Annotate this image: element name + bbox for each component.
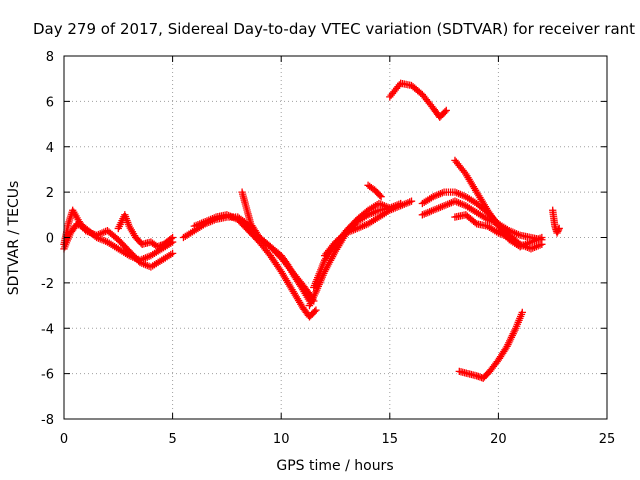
series-track-5 — [190, 211, 320, 321]
data-point — [312, 306, 320, 314]
series-track-15 — [451, 211, 524, 251]
series-track-2 — [60, 220, 177, 264]
y-tick-label: -6 — [41, 368, 54, 383]
y-tick-label: 8 — [46, 50, 54, 65]
x-axis-label: GPS time / hours — [276, 458, 393, 474]
chart-title: Day 279 of 2017, Sidereal Day-to-day VTE… — [33, 20, 635, 38]
series-track-10 — [364, 181, 385, 201]
y-tick-label: -2 — [41, 277, 54, 292]
y-tick-label: 6 — [46, 95, 54, 110]
series-track-3 — [114, 211, 177, 251]
grid-lines — [64, 56, 607, 419]
x-tick-label: 10 — [273, 432, 290, 447]
data-point — [168, 233, 177, 242]
data-point — [538, 233, 546, 242]
x-tick-label: 0 — [60, 432, 68, 447]
series-track-11 — [386, 79, 450, 121]
series-track-16 — [455, 308, 526, 382]
data-point — [555, 224, 563, 233]
data-point — [168, 249, 177, 258]
data-point — [407, 197, 416, 205]
data-point — [518, 308, 526, 317]
data-point — [442, 106, 450, 115]
axis-ticks: 0 5 10 15 20 25 -8 -6 -4 -2 0 2 4 6 8 — [41, 50, 615, 447]
series-track-17 — [549, 206, 563, 237]
y-tick-label: 2 — [46, 186, 54, 201]
x-tick-label: 5 — [168, 432, 176, 447]
series-track-9 — [320, 197, 416, 260]
x-tick-label: 25 — [599, 432, 616, 447]
data-point — [538, 240, 546, 248]
y-tick-label: 4 — [46, 141, 54, 156]
y-tick-label: -8 — [41, 413, 54, 428]
y-tick-label: 0 — [46, 232, 54, 247]
data-points — [60, 79, 563, 382]
y-tick-label: -4 — [41, 322, 54, 337]
x-tick-label: 15 — [382, 432, 399, 447]
data-point — [516, 242, 524, 251]
y-axis-label: SDTVAR / TECUs — [6, 181, 22, 296]
data-point — [377, 193, 385, 201]
x-tick-label: 20 — [490, 432, 507, 447]
